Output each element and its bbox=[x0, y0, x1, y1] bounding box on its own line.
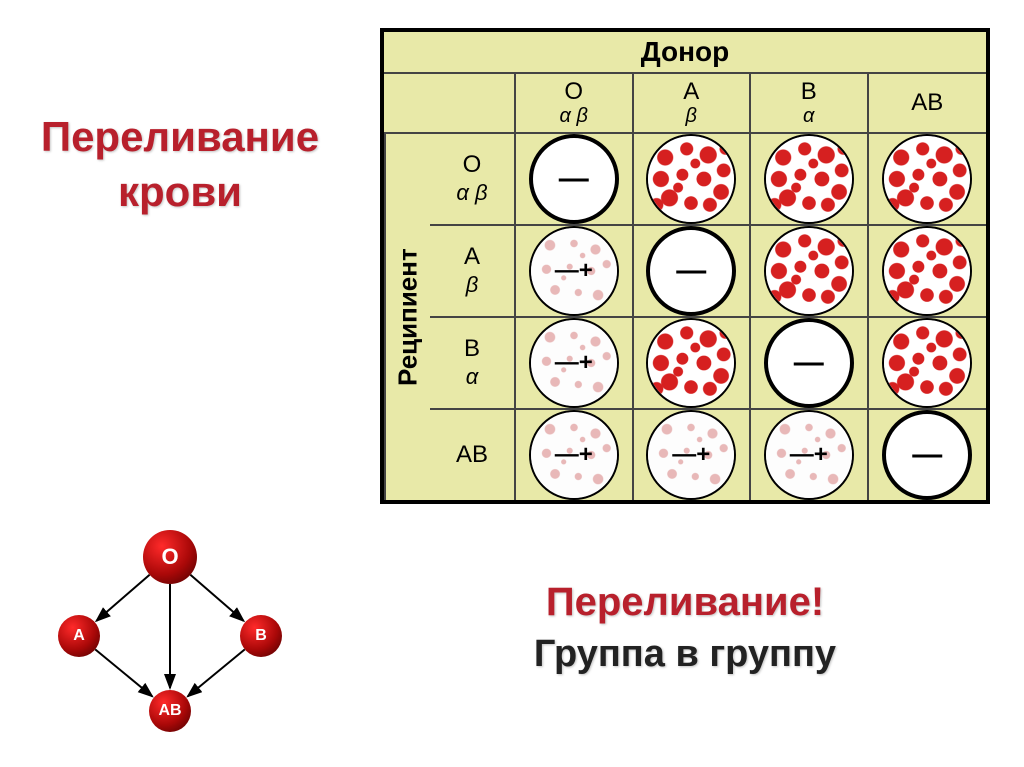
cell-O-B bbox=[751, 134, 869, 226]
cell-B-A bbox=[634, 318, 752, 410]
cell-A-AB bbox=[869, 226, 987, 318]
main-title: Переливание крови bbox=[15, 110, 345, 219]
cell-AB-B: —+ bbox=[751, 410, 869, 500]
minor-agglutination-circle: —+ bbox=[529, 410, 619, 500]
compatible-circle: — bbox=[764, 318, 854, 408]
compatibility-table: Донор Oα βAβBαABРеципиентOα β—Aβ—+—Bα—+—… bbox=[380, 28, 990, 504]
title-line-1: Переливание bbox=[41, 113, 319, 160]
recipient-row-O: Oα β bbox=[430, 134, 516, 226]
blood-type-diagram: OABAB bbox=[40, 530, 300, 750]
cell-B-AB bbox=[869, 318, 987, 410]
title-line-2: крови bbox=[118, 168, 242, 215]
cell-B-O: —+ bbox=[516, 318, 634, 410]
cell-O-A bbox=[634, 134, 752, 226]
agglutination-circle bbox=[646, 134, 736, 224]
agglutination-circle bbox=[764, 226, 854, 316]
node-AB: AB bbox=[149, 690, 191, 732]
agglutination-circle bbox=[882, 134, 972, 224]
cell-AB-A: —+ bbox=[634, 410, 752, 500]
agglutination-circle bbox=[646, 318, 736, 408]
agglutination-circle bbox=[764, 134, 854, 224]
agglutination-circle bbox=[882, 318, 972, 408]
caption-line-2: Группа в группу bbox=[380, 633, 990, 676]
recipient-header: Реципиент bbox=[384, 134, 430, 500]
recipient-row-AB: AB bbox=[430, 410, 516, 500]
donor-col-B: Bα bbox=[751, 74, 869, 134]
cell-B-B: — bbox=[751, 318, 869, 410]
compatible-circle: — bbox=[646, 226, 736, 316]
edge-A-AB bbox=[95, 649, 152, 696]
node-O: O bbox=[143, 530, 197, 584]
recipient-row-A: Aβ bbox=[430, 226, 516, 318]
edge-B-AB bbox=[188, 649, 245, 696]
compatible-circle: — bbox=[882, 410, 972, 500]
node-A: A bbox=[58, 615, 100, 657]
donor-header: Донор bbox=[384, 32, 986, 74]
minor-agglutination-circle: —+ bbox=[764, 410, 854, 500]
recipient-row-B: Bα bbox=[430, 318, 516, 410]
edge-O-B bbox=[190, 575, 243, 621]
compatible-circle: — bbox=[529, 134, 619, 224]
minor-agglutination-circle: —+ bbox=[529, 226, 619, 316]
donor-col-O: Oα β bbox=[516, 74, 634, 134]
caption-line-1: Переливание! bbox=[380, 580, 990, 625]
minor-agglutination-circle: —+ bbox=[529, 318, 619, 408]
cell-A-B bbox=[751, 226, 869, 318]
cell-O-AB bbox=[869, 134, 987, 226]
donor-col-AB: AB bbox=[869, 74, 987, 134]
donor-col-A: Aβ bbox=[634, 74, 752, 134]
corner-blank bbox=[384, 74, 516, 134]
minor-agglutination-circle: —+ bbox=[646, 410, 736, 500]
cell-A-O: —+ bbox=[516, 226, 634, 318]
cell-A-A: — bbox=[634, 226, 752, 318]
bottom-caption: Переливание! Группа в группу bbox=[380, 580, 990, 676]
agglutination-circle bbox=[882, 226, 972, 316]
edge-O-A bbox=[96, 575, 149, 621]
cell-AB-O: —+ bbox=[516, 410, 634, 500]
cell-AB-AB: — bbox=[869, 410, 987, 500]
cell-O-O: — bbox=[516, 134, 634, 226]
node-B: B bbox=[240, 615, 282, 657]
